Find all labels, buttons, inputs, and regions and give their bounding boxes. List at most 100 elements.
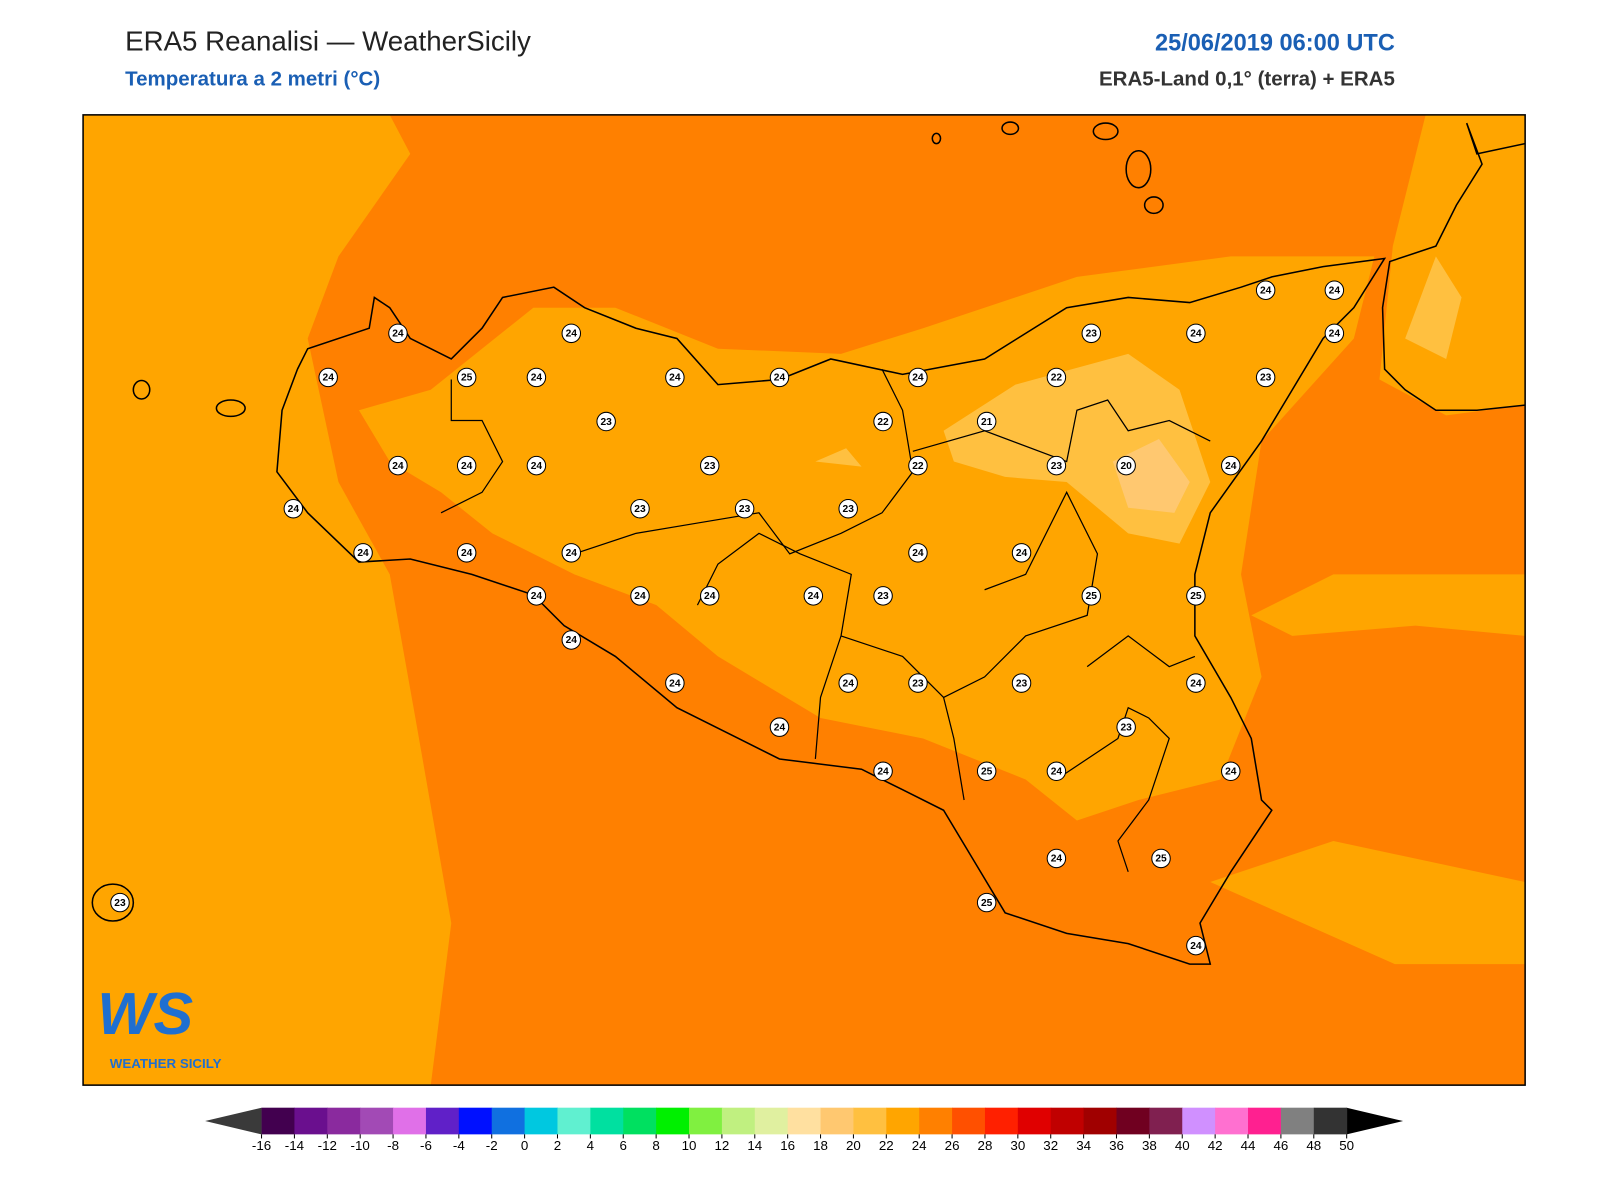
- colorbar-tick-label: -10: [351, 1138, 370, 1153]
- station-marker: [561, 543, 582, 563]
- station-label: 24: [1190, 941, 1202, 952]
- station-label: 24: [843, 678, 855, 689]
- station-label: 24: [808, 591, 820, 602]
- station-marker: [908, 367, 928, 388]
- station-marker: [803, 586, 824, 606]
- station-marker: [976, 761, 997, 782]
- colorbar-bin: [820, 1107, 854, 1135]
- station-label: 23: [634, 504, 646, 515]
- colorbar-tick-label: -2: [486, 1138, 498, 1153]
- colorbar-bin: [393, 1107, 427, 1135]
- colorbar-bin: [557, 1107, 591, 1135]
- field: [815, 448, 862, 467]
- station-label: 24: [1051, 854, 1063, 865]
- colorbar-bin: [787, 1107, 822, 1135]
- colorbar-tick-label: 36: [1109, 1138, 1124, 1153]
- colorbar-tick-label: 48: [1306, 1138, 1321, 1153]
- station-marker: [700, 455, 720, 476]
- station-label: 24: [704, 591, 716, 602]
- border: [696, 532, 852, 760]
- station-label: 24: [1190, 678, 1202, 689]
- station-marker: [1324, 280, 1345, 300]
- station-label: 24: [1329, 285, 1341, 296]
- station-marker: [388, 455, 408, 476]
- station-marker: [110, 892, 130, 913]
- station-label: 25: [1155, 854, 1167, 865]
- border: [943, 490, 1099, 698]
- station-label: 23: [912, 678, 924, 689]
- colorbar-tick-label: 26: [945, 1138, 960, 1153]
- station-label: 24: [1051, 766, 1063, 777]
- colorbar-bin: [984, 1107, 1019, 1135]
- colorbar-bin: [425, 1107, 460, 1135]
- station-marker: [630, 586, 650, 606]
- station-marker: [1011, 543, 1032, 563]
- island: [1001, 121, 1020, 136]
- station-marker: [908, 455, 928, 476]
- station-marker: [908, 543, 928, 563]
- station-label: 24: [566, 548, 578, 559]
- station-label: 22: [877, 417, 889, 428]
- station-label: 22: [912, 461, 924, 472]
- datetime: 25/06/2019 06:00 UTC: [1155, 29, 1395, 55]
- station-label: 25: [981, 766, 993, 777]
- island: [931, 132, 942, 145]
- colorbar-tick-label: 42: [1208, 1138, 1223, 1153]
- station-marker: [526, 455, 547, 476]
- station-marker: [561, 323, 582, 344]
- station-label: 24: [634, 591, 646, 602]
- station-marker: [908, 673, 928, 693]
- colorbar-bin: [1050, 1107, 1085, 1135]
- station-marker: [873, 761, 893, 782]
- station-marker: [630, 498, 650, 519]
- station-marker: [769, 367, 790, 388]
- station-label: 25: [1190, 591, 1202, 602]
- colorbar-bin: [721, 1107, 756, 1135]
- colorbar-tick-label: -16: [252, 1138, 271, 1153]
- colorbar-tick-label: 34: [1076, 1138, 1091, 1153]
- colorbar-bin: [754, 1107, 789, 1135]
- colorbar-bin: [952, 1107, 986, 1135]
- station-marker: [1221, 761, 1241, 782]
- coastline: [276, 257, 1387, 965]
- station-label: 24: [461, 461, 473, 472]
- station-label: 24: [1225, 766, 1237, 777]
- island: [1092, 122, 1119, 141]
- border: [912, 399, 1211, 463]
- colorbar-bin: [689, 1107, 723, 1135]
- subtitle: Temperatura a 2 metri (°C): [125, 67, 380, 90]
- station-marker: [353, 543, 373, 563]
- station-marker: [526, 586, 547, 606]
- station-label: 24: [392, 329, 404, 340]
- station-label: 24: [1016, 548, 1028, 559]
- station-marker: [1011, 673, 1032, 693]
- colorbar-tick-label: 22: [879, 1138, 894, 1153]
- border: [440, 379, 504, 514]
- colorbar: -16 -14 -12 -10 -8 -6 -4 -2 0 2 4 6 8 10 12 14 16 18 20 22 2…: [205, 1107, 1404, 1153]
- station-marker: [596, 411, 616, 432]
- field: [1210, 841, 1526, 965]
- colorbar-extend-low: [205, 1107, 262, 1135]
- stations: 24 24 24 25 24 24 24 24 23 22 21 23 24 24 24 24 22 23 24 24…: [110, 280, 1345, 956]
- colorbar-tick-label: 6: [620, 1138, 627, 1153]
- colorbar-tick-label: -6: [420, 1138, 432, 1153]
- station-label: 25: [1086, 591, 1098, 602]
- station-marker: [1116, 717, 1136, 737]
- station-label: 24: [566, 635, 578, 646]
- title: ERA5 Reanalisi — WeatherSicily: [125, 25, 531, 56]
- station-marker: [838, 673, 858, 693]
- station-label: 23: [877, 591, 889, 602]
- station-label: 23: [704, 461, 716, 472]
- colorbar-tick-label: 30: [1010, 1138, 1025, 1153]
- station-marker: [456, 367, 477, 388]
- station-marker: [1255, 280, 1276, 300]
- colorbar-bin: [327, 1107, 361, 1135]
- colorbar-tick-label: -4: [453, 1138, 465, 1153]
- colorbar-tick-label: -14: [285, 1138, 305, 1153]
- colorbar-bin: [458, 1107, 493, 1135]
- colorbar-extend-high: [1346, 1107, 1404, 1135]
- station-label: 23: [600, 417, 612, 428]
- colorbar-tick-label: -8: [387, 1138, 399, 1153]
- station-marker: [561, 630, 582, 650]
- station-marker: [526, 367, 547, 388]
